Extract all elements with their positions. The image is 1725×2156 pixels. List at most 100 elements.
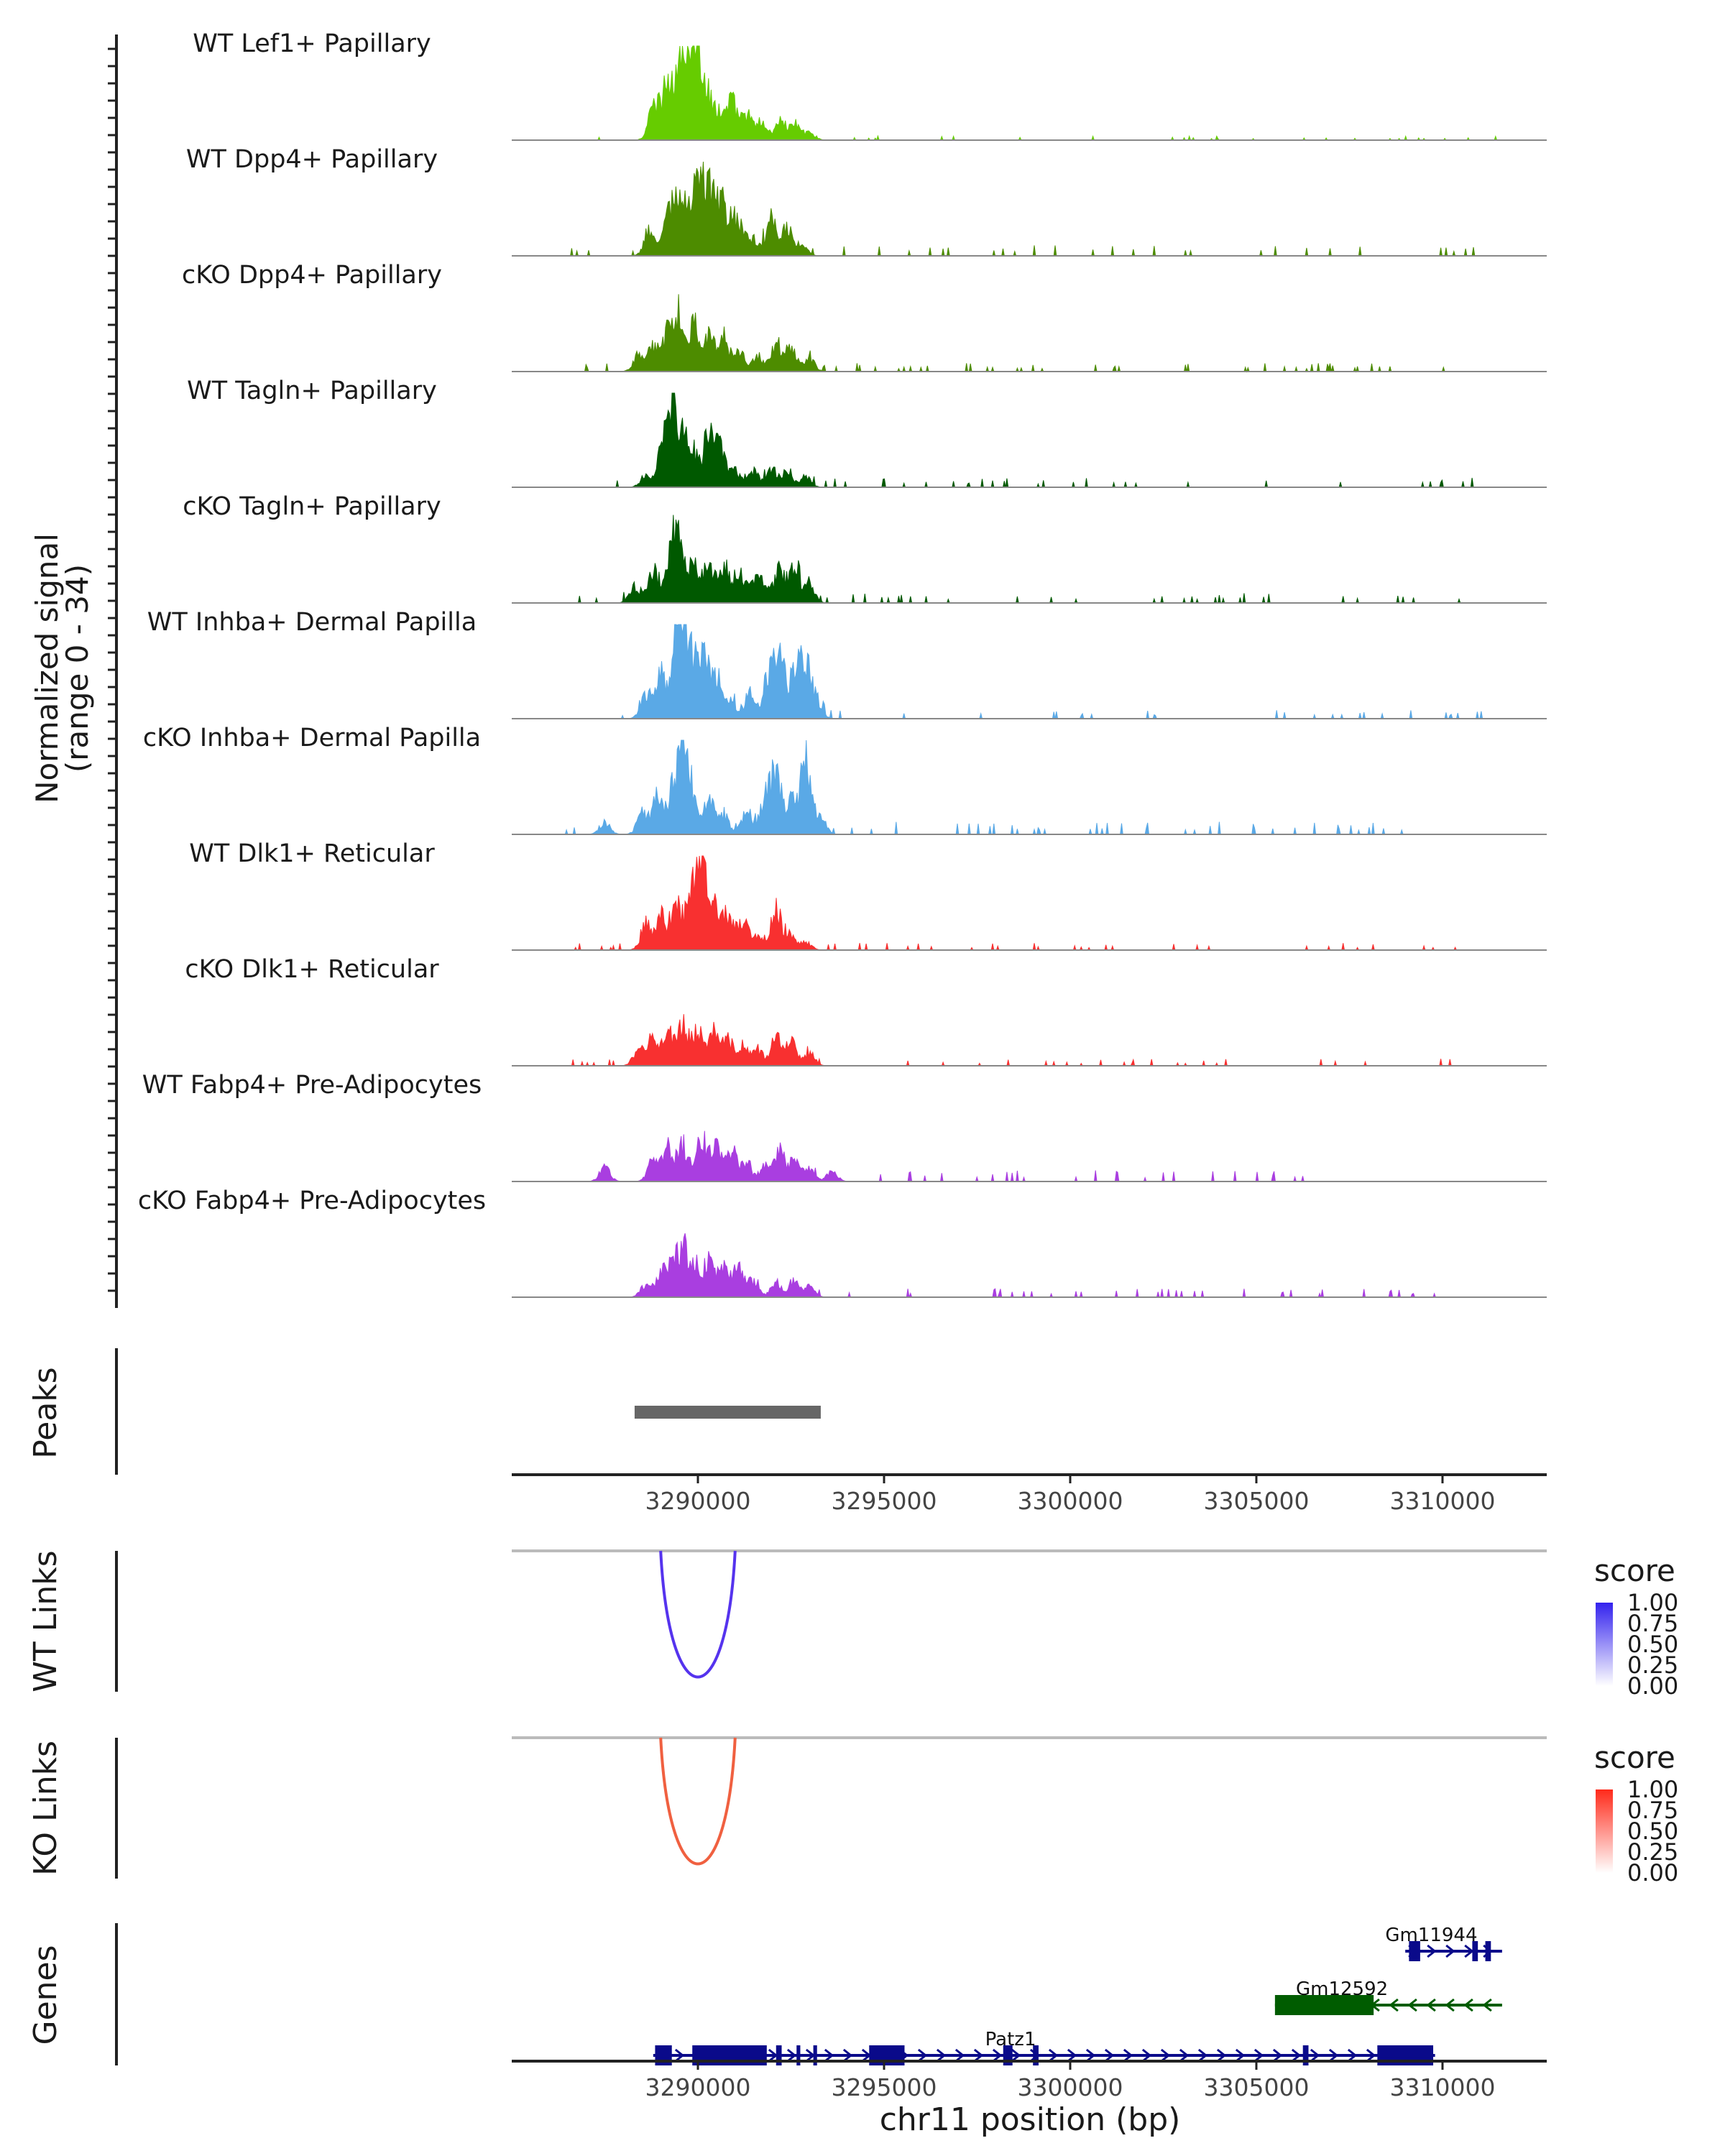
legend-colorbar: [1596, 1603, 1613, 1686]
strand-chevron: [1427, 1944, 1437, 1958]
legend-tick-label: 0.50: [1627, 1818, 1678, 1845]
strand-chevron: [1011, 2048, 1021, 2063]
strand-chevron: [1463, 1998, 1473, 2012]
link-arc: [659, 1550, 737, 1679]
wt-links-arcs: [512, 1549, 1547, 1679]
signal-area: [512, 624, 1547, 719]
legend-tick-label: 0.00: [1627, 1859, 1678, 1886]
strand-chevron: [1197, 2048, 1208, 2063]
strand-chevron: [1291, 2048, 1302, 2063]
strand-chevron: [992, 2048, 1003, 2063]
strand-chevron: [1310, 2048, 1320, 2063]
legend-tick-label: 0.50: [1627, 1631, 1678, 1658]
gene-exon: [1033, 2045, 1039, 2065]
legend-title: score: [1594, 1553, 1675, 1588]
strand-chevron: [1366, 2048, 1376, 2063]
strand-chevron: [674, 2048, 685, 2063]
track-label: WT Lef1+ Papillary: [193, 29, 431, 58]
strand-chevron: [1445, 1998, 1455, 2012]
coverage-track: cKO Dpp4+ Papillary: [182, 261, 1547, 373]
strand-chevron: [842, 2048, 853, 2063]
gene-exon: [776, 2045, 782, 2065]
coverage-tracks: WT Lef1+ Papillary WT Dpp4+ Papillary cKO …: [138, 29, 1547, 1298]
strand-chevron: [1445, 1944, 1455, 1958]
track-label: WT Tagln+ Papillary: [187, 377, 437, 405]
track-label: WT Inhba+ Dermal Papilla: [147, 608, 477, 637]
peak-region: [634, 1406, 821, 1419]
signal-area: [512, 740, 1547, 835]
strand-chevron: [917, 2048, 928, 2063]
legend-colorbar: [1596, 1789, 1613, 1873]
x-tick-label: 3310000: [1389, 2073, 1495, 2101]
legend-tick-label: 0.75: [1627, 1797, 1678, 1824]
x-tick-label: 3295000: [831, 2073, 937, 2101]
gene-models: Patz1 Gm12592 Gm11944: [653, 1925, 1502, 2065]
strand-chevron: [1085, 2048, 1096, 2063]
signal-axis-label-line1: Normalized signal: [29, 533, 65, 803]
coverage-track: WT Dpp4+ Papillary: [186, 145, 1547, 257]
gene-exon: [1274, 1995, 1374, 2015]
peaks-track-label: Peaks: [27, 1367, 64, 1458]
legend-tick-label: 0.00: [1627, 1672, 1678, 1700]
coverage-track: cKO Dlk1+ Reticular: [185, 955, 1547, 1067]
strand-chevron: [1407, 1998, 1417, 2012]
strand-chevron: [1235, 2048, 1246, 2063]
x-tick-label: 3300000: [1017, 2073, 1123, 2101]
legend-tick-label: 0.75: [1627, 1610, 1678, 1637]
coverage-y-ticks: [108, 47, 116, 1292]
gene-model: Gm11944: [1385, 1925, 1502, 1961]
coverage-track: WT Dlk1+ Reticular: [189, 839, 1547, 952]
gene-name-label: Patz1: [985, 2029, 1036, 2050]
strand-chevron: [1482, 1998, 1492, 2012]
track-label: cKO Dpp4+ Papillary: [182, 261, 442, 290]
track-label: cKO Tagln+ Papillary: [183, 492, 441, 521]
signal-area: [512, 45, 1547, 142]
x-tick-label: 3305000: [1203, 1487, 1309, 1515]
signal-area: [512, 1014, 1547, 1067]
strand-chevron: [824, 2048, 834, 2063]
x-tick-label: 3300000: [1017, 1487, 1123, 1515]
coverage-track: cKO Inhba+ Dermal Papilla: [143, 724, 1547, 835]
strand-chevron: [1254, 2048, 1264, 2063]
strand-chevron: [1347, 2048, 1358, 2063]
x-tick-label: 3310000: [1389, 1487, 1495, 1515]
strand-chevron: [1104, 2048, 1115, 2063]
coverage-track: WT Inhba+ Dermal Papilla: [147, 608, 1547, 719]
gene-name-label: Gm11944: [1385, 1925, 1477, 1946]
strand-chevron: [1123, 2048, 1133, 2063]
signal-area: [512, 515, 1547, 604]
coverage-track: cKO Fabp4+ Pre-Adipocytes: [138, 1187, 1547, 1298]
genes-track-label: Genes: [27, 1945, 64, 2045]
signal-area: [512, 392, 1547, 488]
legend-tick-label: 1.00: [1627, 1589, 1678, 1616]
link-arc: [659, 1737, 737, 1866]
strand-chevron: [1328, 2048, 1339, 2063]
strand-chevron: [1067, 2048, 1077, 2063]
x-tick-label: 3295000: [831, 1487, 937, 1515]
signal-area: [512, 161, 1547, 257]
strand-chevron: [1426, 1998, 1436, 2012]
signal-area: [512, 1233, 1547, 1298]
gene-exon: [1409, 1941, 1420, 1961]
ko-links-arcs: [512, 1736, 1547, 1866]
coverage-track: WT Lef1+ Papillary: [193, 29, 1547, 142]
track-label: WT Dlk1+ Reticular: [189, 839, 435, 868]
ko-links-track-label: KO Links: [27, 1741, 64, 1876]
gene-exon: [1472, 1941, 1478, 1961]
track-label: cKO Dlk1+ Reticular: [185, 955, 439, 984]
x-axis-middle: 3290000 3295000 3300000 3305000 3310000: [512, 1473, 1547, 1515]
strand-chevron: [1141, 2048, 1152, 2063]
strand-chevron: [1464, 1944, 1474, 1958]
x-axis-bottom: 3290000 3295000 3300000 3305000 3310000: [512, 2060, 1547, 2101]
x-tick-label: 3305000: [1203, 2073, 1309, 2101]
peaks-regions: [634, 1406, 821, 1419]
legend-tick-label: 1.00: [1627, 1776, 1678, 1803]
strand-chevron: [1179, 2048, 1190, 2063]
x-tick-label: 3290000: [645, 1487, 751, 1515]
track-label: cKO Fabp4+ Pre-Adipocytes: [138, 1187, 486, 1215]
strand-chevron: [1216, 2048, 1227, 2063]
strand-chevron: [954, 2048, 965, 2063]
legend-title: score: [1594, 1740, 1675, 1775]
